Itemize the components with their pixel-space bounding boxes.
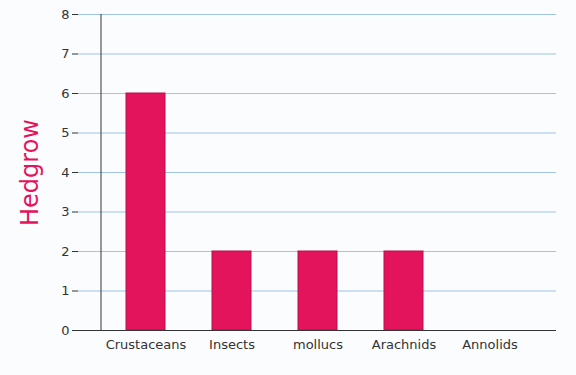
svg-text:0: 0 [61, 323, 69, 338]
svg-text:6: 6 [61, 86, 69, 101]
svg-text:1: 1 [61, 283, 69, 298]
svg-text:Hedgrow: Hedgrow [16, 119, 44, 226]
svg-text:Insects: Insects [209, 337, 255, 352]
svg-text:4: 4 [61, 165, 69, 180]
svg-text:5: 5 [61, 125, 69, 140]
svg-text:Crustaceans: Crustaceans [106, 337, 187, 352]
svg-text:Annolids: Annolids [462, 337, 518, 352]
svg-text:mollucs: mollucs [293, 337, 343, 352]
svg-text:7: 7 [61, 46, 69, 61]
svg-text:8: 8 [61, 7, 69, 22]
svg-text:Arachnids: Arachnids [372, 337, 437, 352]
svg-text:3: 3 [61, 204, 69, 219]
svg-text:2: 2 [61, 244, 69, 259]
